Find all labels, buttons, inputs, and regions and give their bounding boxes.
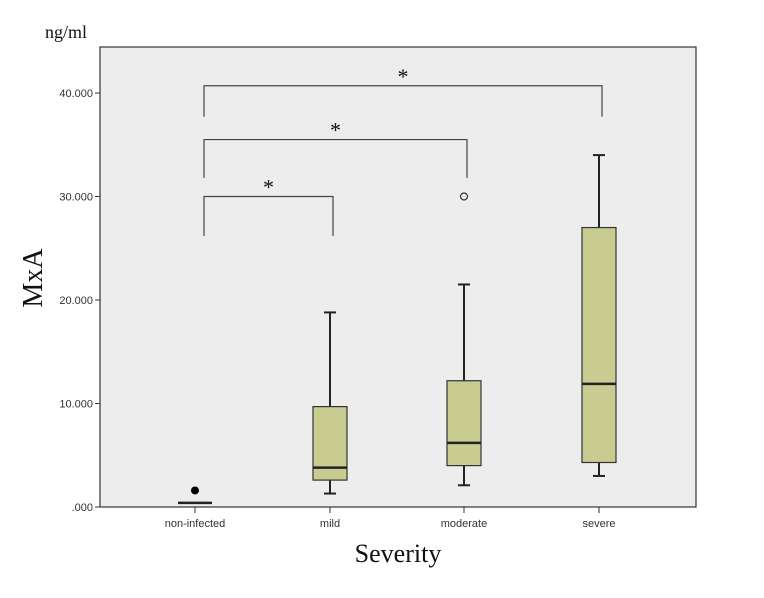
x-axis-title: Severity — [355, 539, 442, 568]
significance-asterisk: * — [263, 175, 274, 200]
boxes — [178, 154, 617, 505]
extreme-point — [191, 486, 199, 495]
box-moderate — [446, 192, 482, 487]
y-tick-label: 30.000 — [59, 192, 93, 204]
x-tick-label: severe — [582, 518, 615, 530]
box-severe — [581, 154, 617, 477]
unit-label: ng/ml — [45, 22, 87, 42]
y-tick-label: 10.000 — [59, 399, 93, 411]
iqr-box — [581, 226, 617, 464]
significance-asterisk: * — [398, 64, 409, 89]
outlier-point — [459, 192, 469, 201]
y-tick-label: 20.000 — [59, 295, 93, 307]
bracket — [203, 195, 334, 236]
significance-asterisk: * — [330, 118, 341, 143]
bracket — [203, 138, 468, 178]
box-non-infected — [178, 486, 212, 505]
y-tick-label: 40.000 — [59, 88, 93, 100]
x-axis: non-infected mild moderate severe — [165, 507, 616, 530]
box-mild — [312, 311, 348, 495]
x-tick-label: mild — [320, 518, 340, 530]
y-tick-label: .000 — [72, 502, 93, 514]
x-tick-label: non-infected — [165, 518, 226, 530]
x-tick-label: moderate — [441, 518, 487, 530]
bracket — [203, 85, 603, 117]
y-axis: .000 10.000 20.000 30.000 40.000 — [59, 88, 100, 514]
y-axis-title: MxA — [18, 248, 49, 308]
iqr-box — [446, 380, 482, 467]
significance-brackets: * * * — [203, 64, 603, 236]
iqr-box — [312, 406, 348, 481]
